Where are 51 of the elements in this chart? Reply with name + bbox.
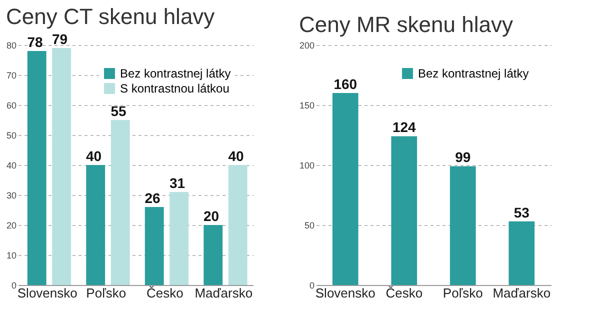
x-tick-label: Česko	[386, 286, 423, 300]
bar	[332, 93, 358, 285]
bar	[86, 165, 106, 285]
data-label: 79	[52, 31, 68, 47]
x-tick-label: Maďarsko	[492, 286, 551, 300]
x-tick-label: Slovensko	[17, 286, 78, 300]
x-tick-label: Poľsko	[86, 286, 126, 300]
data-label: 99	[455, 149, 471, 166]
bar	[170, 192, 189, 285]
bar	[204, 225, 223, 285]
x-tick-label: Česko	[146, 286, 184, 300]
y-tick-label: 150	[299, 100, 314, 110]
y-tick-label: 0	[11, 280, 16, 290]
y-tick-label: 200	[299, 40, 314, 50]
x-tick-label: Slovensko	[315, 286, 376, 300]
data-label: 20	[203, 208, 220, 224]
data-label: 53	[514, 204, 530, 220]
bar	[391, 136, 418, 285]
y-tick-label: 60	[6, 100, 16, 110]
y-tick-label: 80	[6, 40, 16, 50]
x-tick-label: Poľsko	[442, 286, 483, 300]
bar	[52, 48, 72, 285]
y-tick-label: 0	[309, 280, 314, 290]
y-tick-label: 70	[6, 70, 16, 80]
bar	[27, 51, 46, 285]
y-tick-label: 40	[6, 160, 16, 170]
chart-title: Ceny MR skenu hlavy	[298, 12, 513, 37]
data-label: 55	[110, 103, 126, 119]
x-tick-label: Maďarsko	[194, 286, 253, 300]
y-tick-label: 20	[6, 220, 16, 230]
y-tick-label: 50	[6, 130, 16, 140]
legend-label: S kontrastnou látkou	[120, 82, 230, 96]
bar	[144, 207, 164, 285]
data-label: 40	[86, 148, 102, 164]
data-label: 124	[392, 119, 416, 136]
bar	[508, 221, 535, 285]
y-tick-label: 50	[304, 220, 314, 230]
legend-label: Bez kontrastnej látky	[120, 66, 231, 80]
chart-title: Ceny CT skenu hlavy	[6, 4, 215, 29]
data-label: 31	[169, 175, 186, 191]
y-tick-label: 100	[299, 160, 314, 170]
y-tick-label: 10	[6, 250, 16, 260]
bar	[450, 166, 476, 285]
data-label: 40	[228, 148, 244, 164]
bar	[228, 165, 248, 285]
y-tick-label: 30	[6, 190, 16, 200]
bar	[110, 120, 130, 285]
data-label: 26	[144, 190, 161, 206]
legend-label: Bez kontrastnej látky	[418, 66, 529, 80]
data-label: 78	[27, 34, 44, 50]
data-label: 160	[334, 76, 358, 92]
